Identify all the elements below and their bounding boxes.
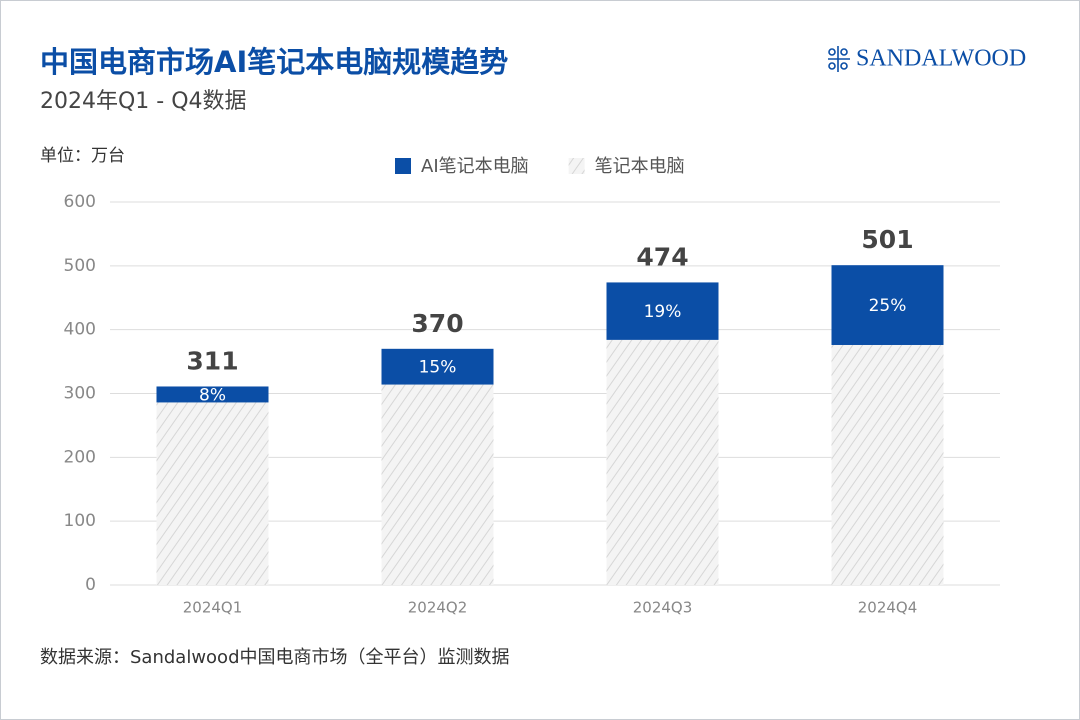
x-tick-label: 2024Q1 <box>183 599 243 617</box>
y-tick-label: 400 <box>64 320 96 340</box>
x-tick-label: 2024Q4 <box>858 599 918 617</box>
share-label: 19% <box>644 302 682 322</box>
share-label: 8% <box>199 385 226 405</box>
share-label: 25% <box>869 296 907 316</box>
chart-title: 中国电商市场AI笔记本电脑规模趋势 <box>40 45 508 79</box>
x-tick-label: 2024Q3 <box>633 599 693 617</box>
x-tick-label: 2024Q2 <box>408 599 468 617</box>
y-tick-label: 500 <box>64 256 96 276</box>
total-label: 474 <box>636 242 688 271</box>
legend-label: AI笔记本电脑 <box>421 156 529 177</box>
legend-swatch <box>568 158 585 174</box>
logo-icon <box>828 46 850 72</box>
y-tick-label: 100 <box>64 511 96 531</box>
bar-segment <box>381 348 494 385</box>
bar-segment <box>606 282 719 340</box>
brand: SANDALWOOD <box>856 46 1026 72</box>
y-tick-label: 300 <box>64 384 96 404</box>
y-tick-label: 0 <box>85 575 96 595</box>
bar-segment <box>606 339 719 585</box>
bar-segment <box>831 265 944 345</box>
y-tick-label: 200 <box>64 447 96 467</box>
total-label: 311 <box>186 346 238 375</box>
y-tick-label: 600 <box>64 192 96 212</box>
legend-swatch <box>395 158 411 174</box>
source: 数据来源：Sandalwood中国电商市场（全平台）监测数据 <box>40 647 510 668</box>
legend-label: 笔记本电脑 <box>595 156 685 177</box>
total-label: 370 <box>411 309 463 338</box>
share-label: 15% <box>419 358 457 378</box>
bar-segment <box>156 402 269 585</box>
bar-segment <box>831 344 944 585</box>
bar-segment <box>156 386 269 403</box>
total-label: 501 <box>861 225 913 254</box>
chart-subtitle: 2024年Q1 - Q4数据 <box>40 89 247 114</box>
unit-label: 单位：万台 <box>40 146 125 166</box>
bar-segment <box>381 384 494 585</box>
